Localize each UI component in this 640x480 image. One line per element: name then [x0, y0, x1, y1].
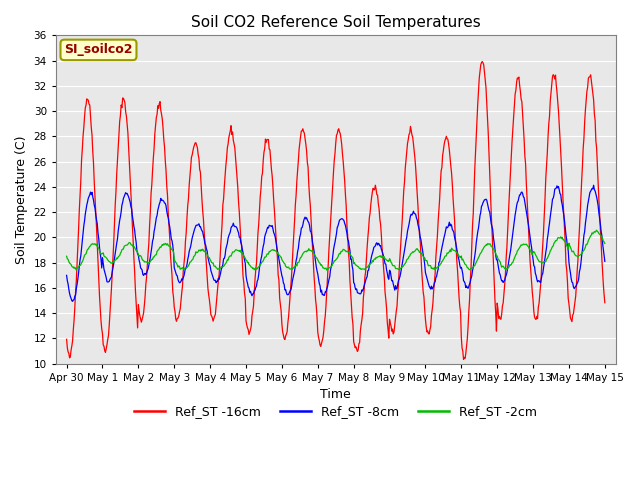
Ref_ST -2cm — [601, 240, 609, 246]
Ref_ST -2cm — [63, 253, 70, 259]
Ref_ST -2cm — [323, 267, 331, 273]
Ref_ST -8cm — [433, 269, 441, 275]
Ref_ST -2cm — [433, 264, 441, 270]
Line: Ref_ST -8cm: Ref_ST -8cm — [67, 185, 605, 301]
Ref_ST -2cm — [593, 228, 600, 233]
Ref_ST -8cm — [328, 260, 336, 266]
Ref_ST -8cm — [552, 185, 560, 191]
Ref_ST -2cm — [328, 263, 336, 269]
Ref_ST -2cm — [181, 266, 189, 272]
Ref_ST -16cm — [204, 285, 212, 291]
Ref_ST -16cm — [553, 89, 561, 95]
Ref_ST -8cm — [601, 259, 609, 264]
Ref_ST -8cm — [63, 273, 70, 278]
Ref_ST -8cm — [182, 265, 189, 271]
Ref_ST -16cm — [601, 300, 609, 306]
Ref_ST -8cm — [380, 257, 388, 263]
Ref_ST -2cm — [380, 254, 388, 260]
X-axis label: Time: Time — [321, 388, 351, 401]
Line: Ref_ST -16cm: Ref_ST -16cm — [67, 61, 605, 360]
Ref_ST -16cm — [328, 206, 335, 212]
Title: Soil CO2 Reference Soil Temperatures: Soil CO2 Reference Soil Temperatures — [191, 15, 481, 30]
Ref_ST -16cm — [460, 357, 467, 362]
Ref_ST -2cm — [552, 238, 560, 243]
Ref_ST -16cm — [380, 265, 387, 271]
Ref_ST -8cm — [68, 299, 76, 304]
Ref_ST -8cm — [205, 257, 212, 263]
Y-axis label: Soil Temperature (C): Soil Temperature (C) — [15, 135, 28, 264]
Ref_ST -16cm — [478, 59, 486, 64]
Legend: Ref_ST -16cm, Ref_ST -8cm, Ref_ST -2cm: Ref_ST -16cm, Ref_ST -8cm, Ref_ST -2cm — [129, 400, 542, 423]
Ref_ST -8cm — [590, 182, 598, 188]
Ref_ST -16cm — [433, 243, 440, 249]
Ref_ST -2cm — [204, 253, 212, 259]
Line: Ref_ST -2cm: Ref_ST -2cm — [67, 230, 605, 270]
Text: SI_soilco2: SI_soilco2 — [64, 43, 132, 56]
Ref_ST -16cm — [63, 336, 70, 342]
Ref_ST -16cm — [181, 253, 189, 259]
